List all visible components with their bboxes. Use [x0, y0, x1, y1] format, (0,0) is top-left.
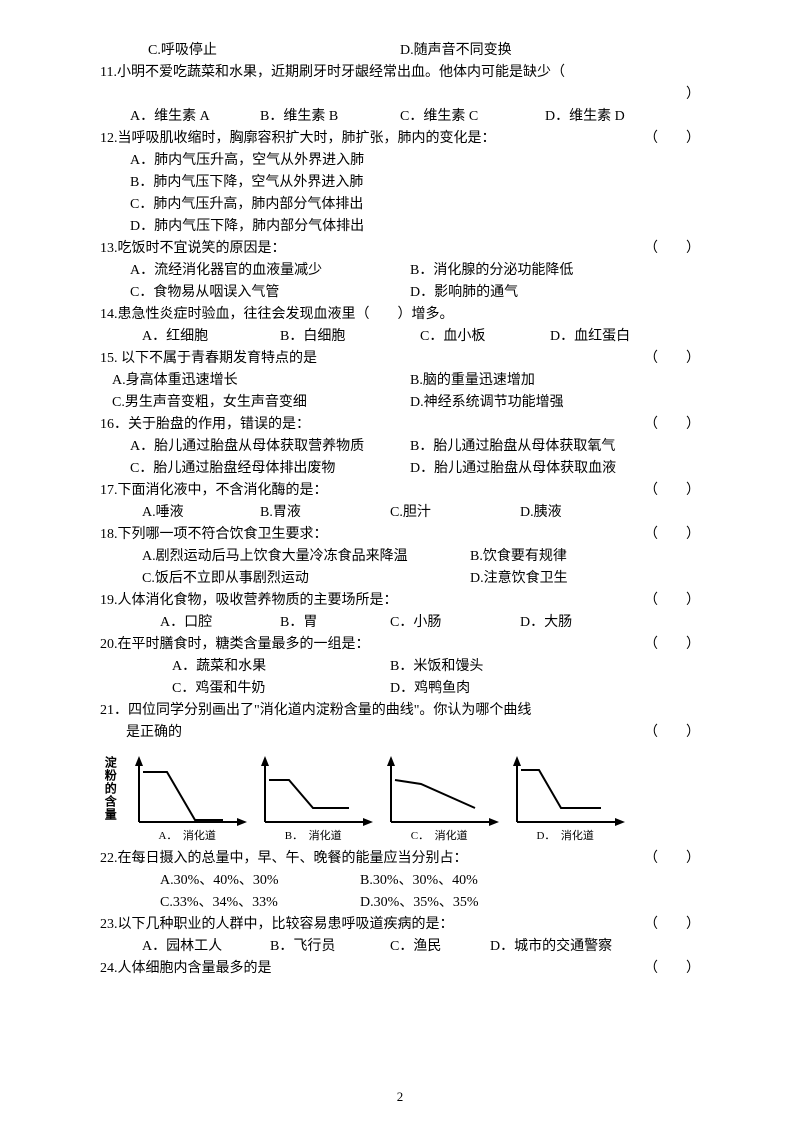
- q12-b: B．肺内气压下降，空气从外界进入肺: [130, 175, 363, 190]
- q19-stem: 19.人体消化食物，吸收营养物质的主要场所是：: [100, 593, 398, 608]
- q21-charts: 淀粉的含量 A． 消化道 B． 消化道 C． 消化道 D． 消化道: [100, 756, 700, 844]
- q18-b: B.饮食要有规律: [470, 546, 567, 568]
- q23-d: D．城市的交通警察: [490, 936, 612, 958]
- q17-b: B.胃液: [260, 502, 301, 524]
- q19-a: A．口腔: [160, 612, 212, 634]
- q18-d: D.注意饮食卫生: [470, 568, 568, 590]
- q12-a: A．肺内气压升高，空气从外界进入肺: [130, 153, 364, 168]
- q14-stem: 14.患急性炎症时验血，往往会发现血液里（ ）增多。: [100, 307, 454, 322]
- q11-c: C．维生素 C: [400, 106, 478, 128]
- chart-a: A． 消化道: [127, 756, 247, 844]
- q12-c: C．肺内气压升高，肺内部分气体排出: [130, 197, 363, 212]
- q16-a: A．胎儿通过胎盘从母体获取营养物质: [100, 436, 364, 458]
- q11-paren: ）: [686, 84, 700, 106]
- q11-b: B．维生素 B: [260, 106, 338, 128]
- q24-stem: 24.人体细胞内含量最多的是: [100, 961, 272, 976]
- q19-c: C．小肠: [390, 612, 441, 634]
- chart-c: C． 消化道: [379, 756, 499, 844]
- q20-paren: （ ）: [644, 634, 700, 656]
- q23-a: A．园林工人: [142, 936, 222, 958]
- q16-b: B．胎儿通过胎盘从母体获取氧气: [410, 436, 615, 458]
- q13-c: C．食物易从咽误入气管: [100, 282, 279, 304]
- q11-d: D．维生素 D: [545, 106, 625, 128]
- q15-a: A.身高体重迅速增长: [112, 370, 238, 392]
- q11-stem: 11.小明不爱吃蔬菜和水果，近期刷牙时牙龈经常出血。他体内可能是缺少（: [100, 65, 565, 80]
- q22-a: A.30%、40%、30%: [160, 870, 279, 892]
- q19-paren: （ ）: [644, 590, 700, 612]
- q15-d: D.神经系统调节功能增强: [410, 392, 564, 414]
- q14-c: C．血小板: [420, 326, 485, 348]
- q13-d: D．影响肺的通气: [410, 282, 518, 304]
- q21-paren: （ ）: [644, 722, 700, 744]
- q24-paren: （ ）: [644, 958, 700, 980]
- q14-d: D．血红蛋白: [550, 326, 630, 348]
- q17-d: D.胰液: [520, 502, 562, 524]
- q20-a: A．蔬菜和水果: [172, 656, 266, 678]
- q22-c: C.33%、34%、33%: [160, 892, 278, 914]
- q16-stem: 16．关于胎盘的作用，错误的是：: [100, 417, 310, 432]
- q15-b: B.脑的重量迅速增加: [410, 370, 535, 392]
- q17-c: C.胆汁: [390, 502, 431, 524]
- q19-d: D．大肠: [520, 612, 572, 634]
- q13-paren: （ ）: [644, 238, 700, 260]
- chart-ylabel: 淀粉的含量: [100, 756, 119, 844]
- q16-c: C．胎儿通过胎盘经母体排出废物: [100, 458, 335, 480]
- q20-c: C．鸡蛋和牛奶: [172, 678, 265, 700]
- q22-d: D.30%、35%、35%: [360, 892, 479, 914]
- q23-c: C．渔民: [390, 936, 441, 958]
- q20-b: B．米饭和馒头: [390, 656, 483, 678]
- q16-paren: （ ）: [644, 414, 700, 436]
- q21-stem2: 是正确的: [126, 722, 182, 744]
- q20-d: D．鸡鸭鱼肉: [390, 678, 470, 700]
- page-number: 2: [100, 1087, 700, 1108]
- q15-paren: （ ）: [644, 348, 700, 370]
- q22-stem: 22.在每日摄入的总量中，早、午、晚餐的能量应当分别占：: [100, 851, 468, 866]
- chart-b: B． 消化道: [253, 756, 373, 844]
- q13-a: A．流经消化器官的血液量减少: [100, 260, 322, 282]
- q12-paren: （ ）: [644, 128, 700, 150]
- q18-a: A.剧烈运动后马上饮食大量冷冻食品来降温: [142, 546, 408, 568]
- q17-stem: 17.下面消化液中，不含消化酶的是：: [100, 483, 328, 498]
- q18-c: C.饭后不立即从事剧烈运动: [142, 568, 309, 590]
- q13-stem: 13.吃饭时不宜说笑的原因是：: [100, 241, 286, 256]
- q17-a: A.唾液: [142, 502, 184, 524]
- q22-b: B.30%、30%、40%: [360, 870, 478, 892]
- q18-stem: 18.下列哪一项不符合饮食卫生要求：: [100, 527, 328, 542]
- q18-paren: （ ）: [644, 524, 700, 546]
- chart-d: D． 消化道: [505, 756, 625, 844]
- q16-d: D．胎儿通过胎盘从母体获取血液: [410, 458, 616, 480]
- q15-stem: 15. 以下不属于青春期发育特点的是: [100, 351, 317, 366]
- q11-a: A．维生素 A: [130, 106, 210, 128]
- q23-paren: （ ）: [644, 914, 700, 936]
- q19-b: B．胃: [280, 612, 317, 634]
- q10-option-d: D.随声音不同变换: [400, 40, 512, 62]
- q13-b: B．消化腺的分泌功能降低: [410, 260, 573, 282]
- q15-c: C.男生声音变粗，女生声音变细: [112, 392, 307, 414]
- q14-a: A．红细胞: [142, 326, 208, 348]
- q22-paren: （ ）: [644, 848, 700, 870]
- q10-option-c: C.呼吸停止: [100, 40, 217, 62]
- q12-d: D．肺内气压下降，肺内部分气体排出: [130, 219, 364, 234]
- q17-paren: （ ）: [644, 480, 700, 502]
- q23-stem: 23.以下几种职业的人群中，比较容易患呼吸道疾病的是：: [100, 917, 454, 932]
- q23-b: B．飞行员: [270, 936, 335, 958]
- q21-stem1: 21．四位同学分别画出了"消化道内淀粉含量的曲线"。你认为哪个曲线: [100, 703, 531, 718]
- q14-b: B．白细胞: [280, 326, 345, 348]
- q20-stem: 20.在平时膳食时，糖类含量最多的一组是：: [100, 637, 370, 652]
- q12-stem: 12.当呼吸肌收缩时，胸廓容积扩大时，肺扩张，肺内的变化是：: [100, 131, 496, 146]
